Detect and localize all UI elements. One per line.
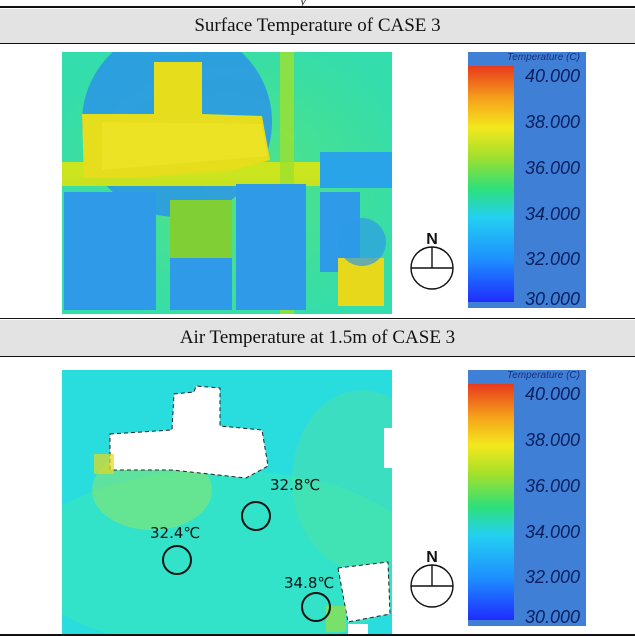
legend-tick: 38.000 <box>524 112 580 132</box>
probe-label: 32.4℃ <box>150 524 200 542</box>
legend-tick: 30.000 <box>524 289 580 309</box>
legend-tick: 38.000 <box>524 430 580 450</box>
air-temperature-legend: Temperature (C) 40.000 38.000 36.000 34.… <box>468 370 586 627</box>
legend-title: Temperature (C) <box>507 52 580 63</box>
legend-tick: 32.000 <box>524 249 580 269</box>
legend-color-bar <box>468 384 514 620</box>
legend-tick: 30.000 <box>524 607 580 627</box>
legend-title: Temperature (C) <box>507 370 580 381</box>
legend-tick: 40.000 <box>524 384 580 404</box>
legend-tick: 32.000 <box>524 567 580 587</box>
legend-tick: 36.000 <box>524 158 580 178</box>
panel-2-title-rule <box>0 356 635 357</box>
compass-n-label: N <box>426 231 438 248</box>
panel-1-title: Surface Temperature of CASE 3 <box>0 9 635 43</box>
bottom-rule <box>0 634 635 636</box>
legend-tick: 36.000 <box>524 476 580 496</box>
air-temperature-map: 32.8℃ 32.4℃ 34.8℃ <box>62 370 392 634</box>
compass-n-label: N <box>426 549 438 566</box>
north-compass-icon: N <box>406 230 458 290</box>
figure-top-caption: y <box>300 0 307 9</box>
mid-rule <box>0 318 635 319</box>
legend-tick: 40.000 <box>524 66 580 86</box>
legend-tick: 34.000 <box>524 204 580 224</box>
legend-tick: 34.000 <box>524 522 580 542</box>
legend-color-bar <box>468 66 514 302</box>
north-compass-icon: N <box>406 548 458 608</box>
panel-2-title: Air Temperature at 1.5m of CASE 3 <box>0 320 635 356</box>
probe-label: 32.8℃ <box>270 476 320 494</box>
surface-temperature-map <box>62 52 392 314</box>
probe-label: 34.8℃ <box>284 574 334 592</box>
surface-temperature-legend: Temperature (C) 40.000 38.000 36.000 34.… <box>468 52 586 309</box>
top-rule <box>0 6 635 8</box>
panel-1-title-rule <box>0 43 635 44</box>
